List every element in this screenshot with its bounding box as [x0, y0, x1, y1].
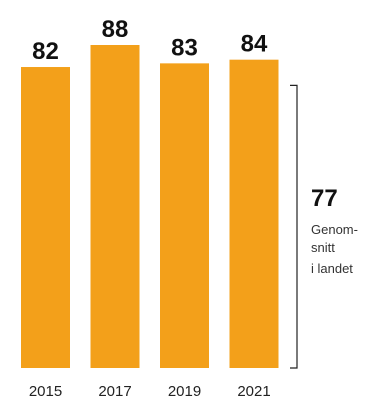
value-labels-layer: 82 88 83 84 [32, 16, 268, 65]
x-tick-label-2017: 2017 [98, 383, 131, 400]
value-label-2015: 82 [32, 38, 59, 65]
value-label-2017: 88 [102, 16, 129, 43]
x-tick-label-2021: 2021 [237, 383, 270, 400]
x-tick-labels: 2015 2017 2019 2021 [29, 383, 271, 400]
x-tick-label-2019: 2019 [168, 383, 201, 400]
value-label-2019: 83 [171, 34, 198, 61]
average-reference: 77 Genom- snitt i landet [290, 84, 358, 369]
value-label-2021: 84 [241, 31, 268, 58]
x-tick-label-2015: 2015 [29, 383, 62, 400]
bar-2021 [229, 59, 279, 368]
bar-2017 [90, 45, 140, 368]
average-bracket [290, 84, 298, 369]
bar-2019 [160, 63, 209, 369]
average-label-line: i landet [311, 261, 353, 276]
average-label-line: snitt [311, 240, 335, 255]
average-label-line: Genom- [311, 222, 358, 237]
bars-layer [21, 45, 279, 369]
average-value: 77 [311, 185, 338, 212]
bar-2015 [21, 67, 70, 368]
